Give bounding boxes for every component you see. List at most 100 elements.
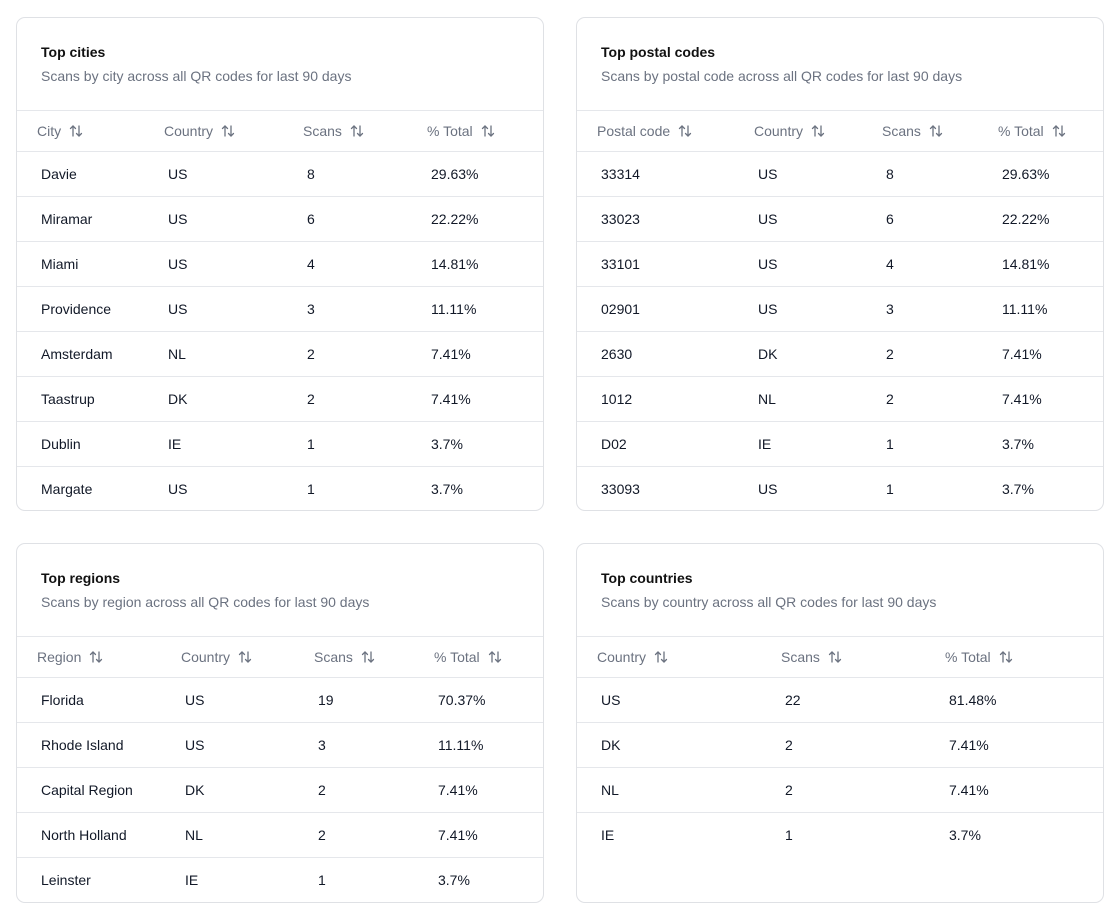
table-row: Capital Region DK 2 7.41% [17, 767, 543, 813]
sort-scans-button[interactable]: Scans [781, 649, 842, 665]
table-row: 33023 US 6 22.22% [577, 196, 1103, 242]
cell-pct-total: 22.22% [407, 196, 543, 242]
cell-pct-total: 7.41% [407, 331, 543, 377]
column-header-pct-total: % Total [414, 637, 543, 678]
cell-country: US [144, 286, 283, 332]
sort-arrows-icon [654, 650, 668, 664]
sort-scans-button[interactable]: Scans [303, 123, 364, 139]
sort-pct-total-button[interactable]: % Total [998, 123, 1066, 139]
column-header-country: Country [144, 111, 283, 152]
sort-arrows-icon [481, 124, 495, 138]
column-label: Country [754, 123, 804, 139]
table-row: IE 1 3.7% [577, 813, 1103, 858]
cell-country: US [161, 677, 294, 723]
cell-pct-total: 7.41% [978, 376, 1103, 422]
cell-scans: 2 [294, 767, 414, 813]
cell-postal-code: 2630 [577, 331, 734, 377]
table-row: Florida US 19 70.37% [17, 677, 543, 723]
cell-scans: 2 [283, 331, 407, 377]
column-label: Scans [303, 123, 342, 139]
column-label: Country [181, 649, 231, 665]
table-row: D02 IE 1 3.7% [577, 421, 1103, 467]
sort-arrows-icon [89, 650, 103, 664]
table-row: 33314 US 8 29.63% [577, 151, 1103, 197]
top-countries-card: Top countries Scans by country across al… [576, 543, 1104, 903]
cell-region: Leinster [41, 872, 91, 888]
sort-arrows-icon [361, 650, 375, 664]
column-label: Country [164, 123, 214, 139]
top-regions-table: Region Country Scans % Total Florida US 19 70.… [17, 637, 543, 902]
table-header-row: Postal code Country Scans % Total [577, 111, 1103, 152]
cell-city: Dublin [17, 421, 144, 467]
cell-pct-total: 3.7% [949, 827, 981, 843]
sort-postal-code-button[interactable]: Postal code [597, 123, 692, 139]
table-row: Davie US 8 29.63% [17, 151, 543, 197]
cell-pct-total: 3.7% [407, 421, 543, 467]
cell-country: IE [144, 421, 283, 467]
column-header-city: City [17, 111, 144, 152]
cell-country: DK [161, 767, 294, 813]
sort-pct-total-button[interactable]: % Total [945, 649, 1013, 665]
cell-country: IE [734, 421, 862, 467]
cell-country: DK [144, 376, 283, 422]
column-header-scans: Scans [761, 637, 925, 678]
sort-country-button[interactable]: Country [597, 649, 668, 665]
cell-country: DK [734, 331, 862, 377]
column-header-country: Country [577, 637, 761, 678]
table-row: US 22 81.48% [577, 677, 1103, 723]
sort-arrows-icon [350, 124, 364, 138]
top-countries-table: Country Scans% Total US 22 81.48% DK 2 7.41% NL… [577, 637, 1103, 857]
cell-pct-total: 7.41% [925, 767, 1103, 813]
cell-region: Capital Region [17, 767, 161, 813]
sort-country-button[interactable]: Country [181, 649, 252, 665]
column-label: % Total [434, 649, 480, 665]
cell-scans: 2 [761, 722, 925, 768]
column-header-region: Region [17, 637, 161, 678]
cell-city: Davie [17, 151, 144, 197]
column-label: % Total [945, 649, 991, 665]
sort-pct-total-button[interactable]: % Total [434, 649, 502, 665]
cell-pct-total: 81.48% [925, 677, 1103, 723]
sort-country-button[interactable]: Country [754, 123, 825, 139]
sort-arrows-icon [69, 124, 83, 138]
sort-city-button[interactable]: City [37, 123, 83, 139]
cell-scans: 1 [886, 481, 894, 497]
cell-country: IE [601, 827, 615, 843]
column-header-pct-total: % Total [978, 111, 1103, 152]
sort-scans-button[interactable]: Scans [314, 649, 375, 665]
cell-postal-code: 1012 [577, 376, 734, 422]
cell-pct-total: 3.7% [438, 872, 470, 888]
cell-country: US [734, 241, 862, 287]
cell-scans: 1 [862, 421, 978, 467]
cell-postal-code: 33093 [601, 481, 640, 497]
sort-arrows-icon [678, 124, 692, 138]
cell-pct-total: 7.41% [978, 331, 1103, 377]
table-row: 02901 US 3 11.11% [577, 286, 1103, 332]
sort-pct-total-button[interactable]: % Total [427, 123, 495, 139]
cell-pct-total: 3.7% [1002, 481, 1034, 497]
table-row: 1012 NL 2 7.41% [577, 376, 1103, 422]
cell-pct-total: 7.41% [407, 376, 543, 422]
cell-scans: 6 [283, 196, 407, 242]
cell-scans: 1 [283, 421, 407, 467]
top-cities-card: Top cities Scans by city across all QR c… [16, 17, 544, 511]
cell-pct-total: 11.11% [978, 286, 1103, 332]
column-label: Region [37, 649, 82, 665]
cell-city: Amsterdam [17, 331, 144, 377]
table-row: Miami US 4 14.81% [17, 241, 543, 287]
sort-scans-button[interactable]: Scans [882, 123, 943, 139]
table-row: 33101 US 4 14.81% [577, 241, 1103, 287]
sort-arrows-icon [811, 124, 825, 138]
sort-country-button[interactable]: Country [164, 123, 235, 139]
cell-pct-total: 14.81% [407, 241, 543, 287]
top-cities-table: City Country Scans % Total Davie US 8 29.63% Mi… [17, 111, 543, 510]
table-row: Rhode Island US 3 11.11% [17, 722, 543, 768]
cell-country: NL [144, 331, 283, 377]
cell-pct-total: 22.22% [978, 196, 1103, 242]
cell-country: US [144, 151, 283, 197]
column-label: City [37, 123, 62, 139]
cell-scans: 3 [862, 286, 978, 332]
cell-scans: 2 [761, 767, 925, 813]
sort-region-button[interactable]: Region [37, 649, 103, 665]
sort-arrows-icon [1052, 124, 1066, 138]
